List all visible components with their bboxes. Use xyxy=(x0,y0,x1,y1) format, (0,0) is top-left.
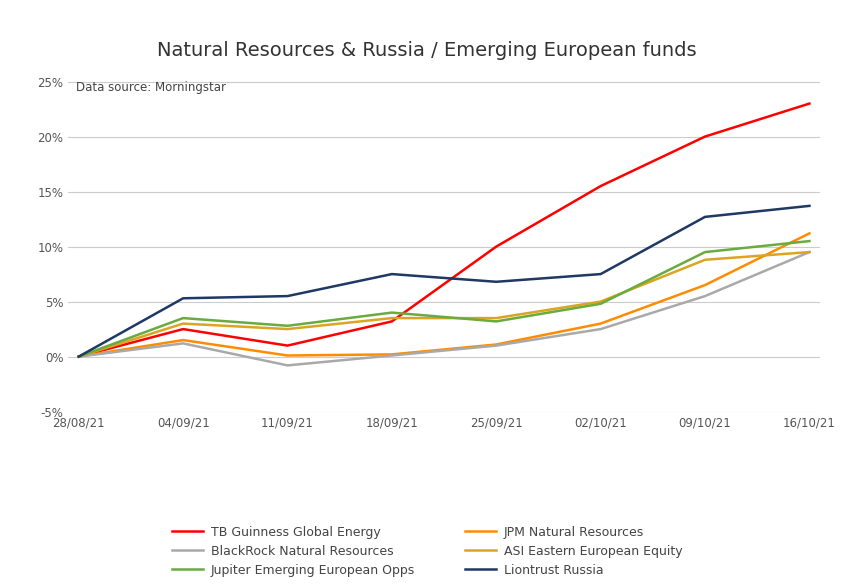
TB Guinness Global Energy xyxy=(73,353,84,360)
ASI Eastern European Equity xyxy=(73,353,84,360)
BlackRock Natural Resources xyxy=(595,326,605,333)
Line: BlackRock Natural Resources: BlackRock Natural Resources xyxy=(78,252,809,365)
TB Guinness Global Energy xyxy=(595,182,605,189)
JPM Natural Resources xyxy=(490,341,501,348)
Liontrust Russia xyxy=(386,270,397,278)
Liontrust Russia xyxy=(595,270,605,278)
JPM Natural Resources xyxy=(282,352,293,359)
BlackRock Natural Resources xyxy=(282,362,293,369)
TB Guinness Global Energy xyxy=(282,342,293,349)
BlackRock Natural Resources xyxy=(490,342,501,349)
Jupiter Emerging European Opps xyxy=(490,318,501,325)
Text: Natural Resources & Russia / Emerging European funds: Natural Resources & Russia / Emerging Eu… xyxy=(157,41,696,60)
ASI Eastern European Equity xyxy=(699,256,710,263)
Jupiter Emerging European Opps xyxy=(73,353,84,360)
TB Guinness Global Energy xyxy=(490,243,501,250)
BlackRock Natural Resources xyxy=(804,249,814,256)
ASI Eastern European Equity xyxy=(282,326,293,333)
Line: Liontrust Russia: Liontrust Russia xyxy=(78,206,809,356)
Jupiter Emerging European Opps xyxy=(386,309,397,316)
Liontrust Russia xyxy=(490,278,501,285)
BlackRock Natural Resources xyxy=(73,353,84,360)
Jupiter Emerging European Opps xyxy=(595,300,605,308)
Liontrust Russia xyxy=(177,295,188,302)
Jupiter Emerging European Opps xyxy=(177,315,188,322)
Line: Jupiter Emerging European Opps: Jupiter Emerging European Opps xyxy=(78,241,809,356)
Line: TB Guinness Global Energy: TB Guinness Global Energy xyxy=(78,103,809,356)
TB Guinness Global Energy xyxy=(386,318,397,325)
Line: JPM Natural Resources: JPM Natural Resources xyxy=(78,233,809,356)
JPM Natural Resources xyxy=(595,320,605,327)
Text: Data source: Morningstar: Data source: Morningstar xyxy=(76,81,225,94)
BlackRock Natural Resources xyxy=(177,340,188,347)
Jupiter Emerging European Opps xyxy=(282,322,293,329)
JPM Natural Resources xyxy=(699,282,710,289)
ASI Eastern European Equity xyxy=(386,315,397,322)
Liontrust Russia xyxy=(804,202,814,209)
JPM Natural Resources xyxy=(386,351,397,358)
BlackRock Natural Resources xyxy=(386,352,397,359)
TB Guinness Global Energy xyxy=(804,100,814,107)
ASI Eastern European Equity xyxy=(177,320,188,327)
Liontrust Russia xyxy=(73,353,84,360)
TB Guinness Global Energy xyxy=(699,133,710,140)
BlackRock Natural Resources xyxy=(699,293,710,300)
Liontrust Russia xyxy=(699,213,710,220)
Legend: TB Guinness Global Energy, BlackRock Natural Resources, Jupiter Emerging Europea: TB Guinness Global Energy, BlackRock Nat… xyxy=(166,520,687,582)
JPM Natural Resources xyxy=(804,230,814,237)
ASI Eastern European Equity xyxy=(804,249,814,256)
Line: ASI Eastern European Equity: ASI Eastern European Equity xyxy=(78,252,809,356)
JPM Natural Resources xyxy=(177,336,188,343)
ASI Eastern European Equity xyxy=(595,298,605,305)
Liontrust Russia xyxy=(282,293,293,300)
Jupiter Emerging European Opps xyxy=(699,249,710,256)
Jupiter Emerging European Opps xyxy=(804,238,814,245)
ASI Eastern European Equity xyxy=(490,315,501,322)
JPM Natural Resources xyxy=(73,353,84,360)
TB Guinness Global Energy xyxy=(177,326,188,333)
